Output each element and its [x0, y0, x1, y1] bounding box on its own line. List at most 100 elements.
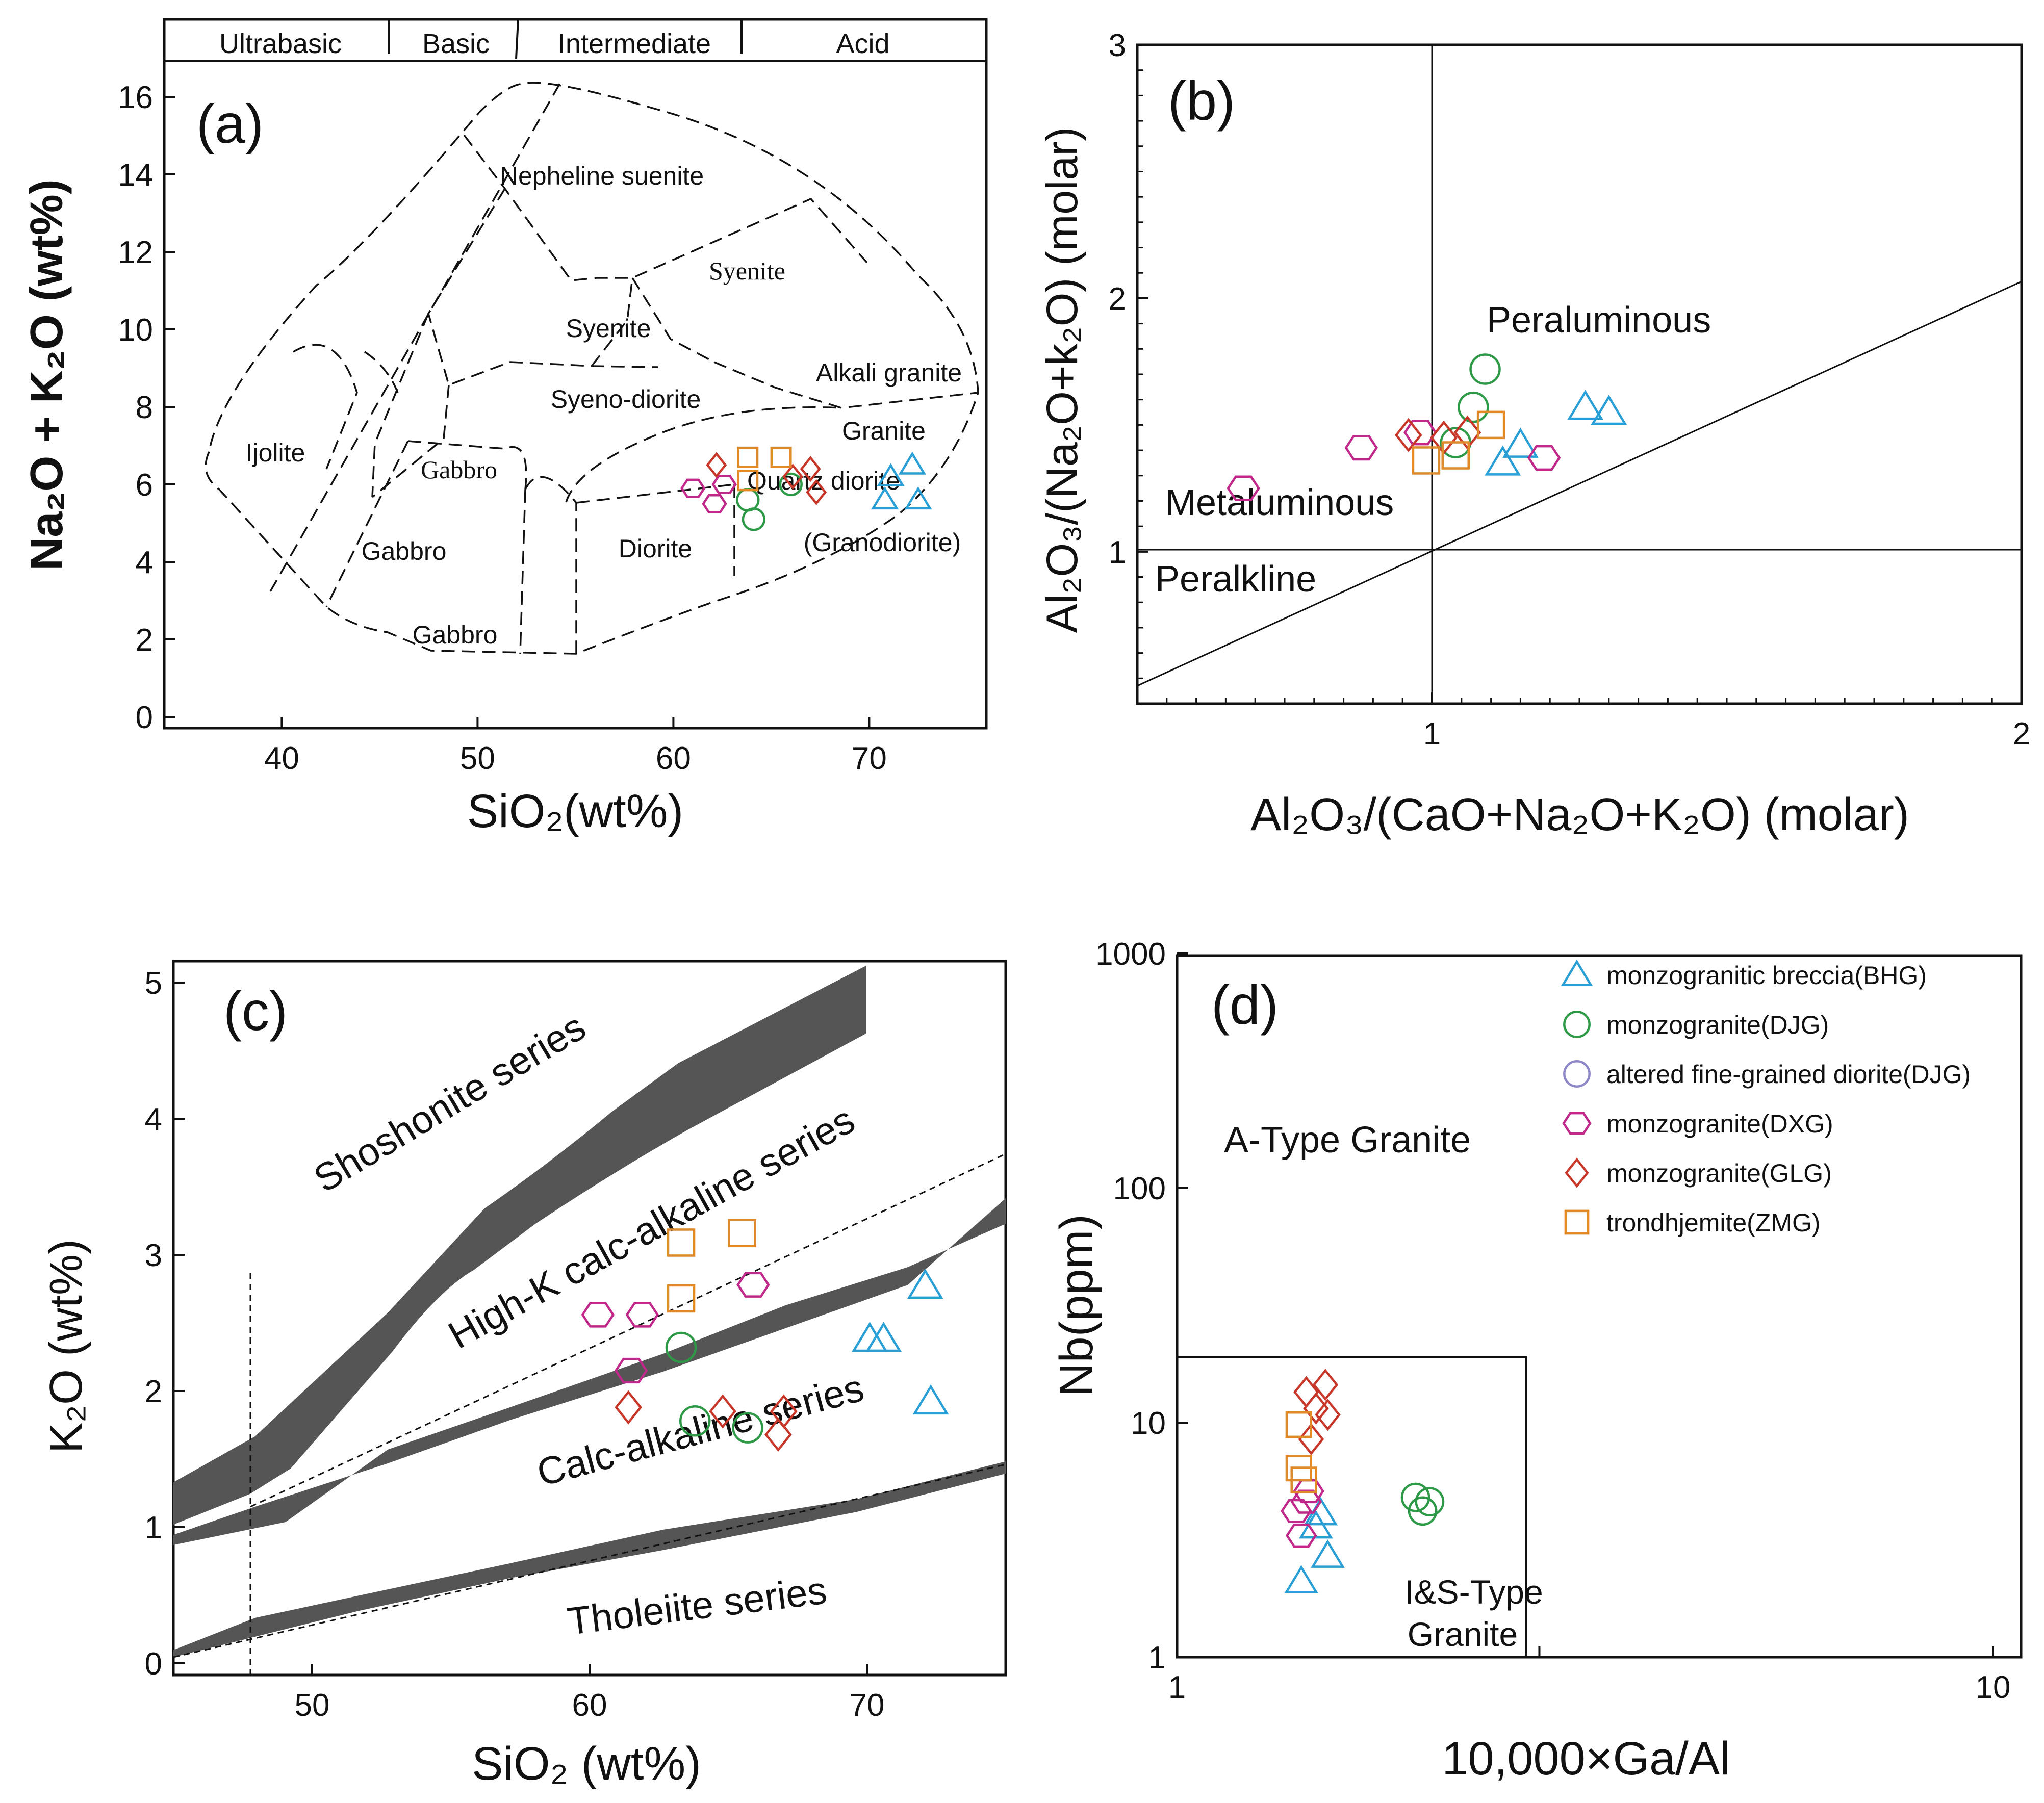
x-tick-label: 1	[1423, 716, 1441, 752]
field-nepheline-1: Nepheline suenite	[500, 162, 704, 190]
point-glg	[1315, 1399, 1341, 1431]
y-tick-label: 100	[1113, 1171, 1166, 1206]
point-dxg	[1227, 475, 1260, 501]
y-tick-label: 6	[136, 468, 153, 503]
point-zmg	[770, 446, 792, 468]
panel-a-label: (a)	[196, 93, 264, 154]
field-syenite: Syenite	[566, 314, 651, 343]
point-bhg	[912, 1384, 949, 1415]
y-tick-label: 3	[145, 1238, 162, 1273]
point-djg	[742, 507, 765, 531]
panel-b-asi-diagram: Peraluminous Metaluminous Peralkline (b)…	[1038, 43, 2023, 840]
point-dxg	[680, 478, 706, 498]
point-dxg	[625, 1302, 659, 1328]
point-dxg	[1527, 445, 1561, 471]
y-tick-label: 2	[1109, 281, 1126, 317]
panel-d-ga-al-diagram: A-Type Granite I&S-Type Granite (d) 10,0…	[1051, 954, 2023, 1785]
panel-a-marks: 40 50 60 70 0 2 4 6 8 10 12 14 16	[118, 80, 932, 776]
panel-d-frame	[1176, 954, 2023, 1659]
point-glg	[1453, 415, 1481, 450]
point-djg	[779, 472, 803, 497]
tas-field-boundaries	[205, 81, 979, 655]
point-djg	[1458, 391, 1489, 423]
point-bhg	[871, 486, 899, 510]
point-zmg	[1476, 410, 1505, 440]
y-tick-label: 8	[136, 390, 153, 425]
legend-label: monzogranite(DXG)	[1606, 1110, 1833, 1138]
point-bhg	[877, 463, 905, 486]
y-tick-label: 10	[1131, 1406, 1166, 1441]
y-tick-label: 1	[145, 1510, 162, 1546]
y-tick-label: 2	[136, 623, 153, 658]
point-glg	[770, 1394, 798, 1429]
field-gabbro-middle: Gabbro	[362, 537, 447, 565]
point-zmg	[667, 1284, 696, 1313]
y-tick-label: 16	[118, 80, 153, 115]
point-djg	[679, 1405, 711, 1437]
panel-d-ylabel: Nb(ppm)	[1051, 1214, 1103, 1397]
panel-d-marks: 1 10 1 10 100 1000	[1095, 937, 2010, 1705]
y-tick-label: 10	[118, 313, 153, 348]
field-is-type: I&S-Type	[1404, 1573, 1543, 1611]
point-dxg	[581, 1302, 615, 1328]
x-tick-label: 50	[460, 741, 495, 776]
point-dxg	[1285, 1523, 1317, 1548]
y-tick-label: 0	[145, 1646, 162, 1682]
tas-field-labels: Nepheline suenite Syenite Syenite Alkali…	[246, 162, 962, 649]
point-bhg	[898, 451, 926, 475]
legend-marker-dxg	[1562, 1112, 1592, 1135]
field-peralkline: Peralkline	[1155, 559, 1316, 600]
point-zmg	[1290, 1466, 1317, 1493]
field-is-granite: Granite	[1408, 1615, 1518, 1653]
point-dxg	[1344, 434, 1378, 461]
field-peraluminous: Peraluminous	[1487, 300, 1711, 341]
point-dxg	[1403, 420, 1437, 446]
field-syenite-upper: Syenite	[709, 256, 785, 285]
y-tick-label: 5	[145, 966, 162, 1001]
legend-label: trondhjemite(ZMG)	[1606, 1208, 1821, 1237]
field-a-type-granite: A-Type Granite	[1224, 1120, 1471, 1161]
point-zmg	[1285, 1411, 1312, 1438]
y-tick-label: 1	[1109, 535, 1126, 570]
point-bhg	[1591, 395, 1627, 425]
point-glg	[764, 1417, 792, 1452]
series-boundary-bands	[173, 966, 1006, 1657]
point-glg	[1430, 420, 1458, 455]
panel-d-label: (d)	[1211, 974, 1279, 1036]
legend-label: monzogranite(DJG)	[1606, 1011, 1829, 1039]
point-dxg	[711, 474, 737, 495]
panel-b-xlabel: Al₂O₃/(CaO+Na₂O+K₂O) (molar)	[1250, 789, 1909, 840]
point-glg	[706, 452, 727, 478]
point-glg	[709, 1394, 737, 1429]
band-high-k	[173, 1198, 1006, 1545]
point-djg	[1469, 353, 1501, 385]
panel-a-ylabel: Na₂O + K₂O (wt%)	[21, 179, 72, 571]
point-zmg	[737, 446, 759, 468]
panel-c-marks: 50 60 70 0 1 2 3 4 5	[145, 966, 949, 1723]
point-djg	[1415, 1487, 1445, 1516]
band-calc-alkaline	[173, 1461, 1006, 1657]
x-tick-label: 70	[852, 741, 887, 776]
point-bhg	[904, 486, 932, 510]
panel-c-ylabel: K₂O (wt%)	[41, 1239, 92, 1453]
legend-label: altered fine-grained diorite(DJG)	[1606, 1060, 1971, 1089]
point-bhg	[1567, 390, 1604, 420]
point-dxg	[1281, 1499, 1312, 1523]
field-syeno-diorite: Syeno-diorite	[551, 385, 701, 414]
field-metaluminous: Metaluminous	[1165, 482, 1394, 523]
point-bhg	[1485, 445, 1521, 476]
point-zmg	[728, 1219, 756, 1248]
y-tick-label: 2	[145, 1374, 162, 1409]
x-tick-label: 50	[295, 1688, 330, 1723]
legend-marker-bhg	[1561, 959, 1593, 986]
y-tick-label: 3	[1109, 28, 1126, 63]
x-tick-label: 2	[2013, 716, 2030, 752]
legend-marker-djg	[1563, 1011, 1591, 1038]
point-zmg	[737, 470, 759, 492]
y-tick-label: 0	[136, 700, 153, 735]
x-tick-label: 10	[1976, 1670, 2011, 1705]
field-gabbro-upper: Gabbro	[421, 455, 497, 484]
point-dxg	[702, 494, 727, 514]
y-tick-label: 12	[118, 235, 153, 270]
point-zmg	[667, 1228, 696, 1257]
